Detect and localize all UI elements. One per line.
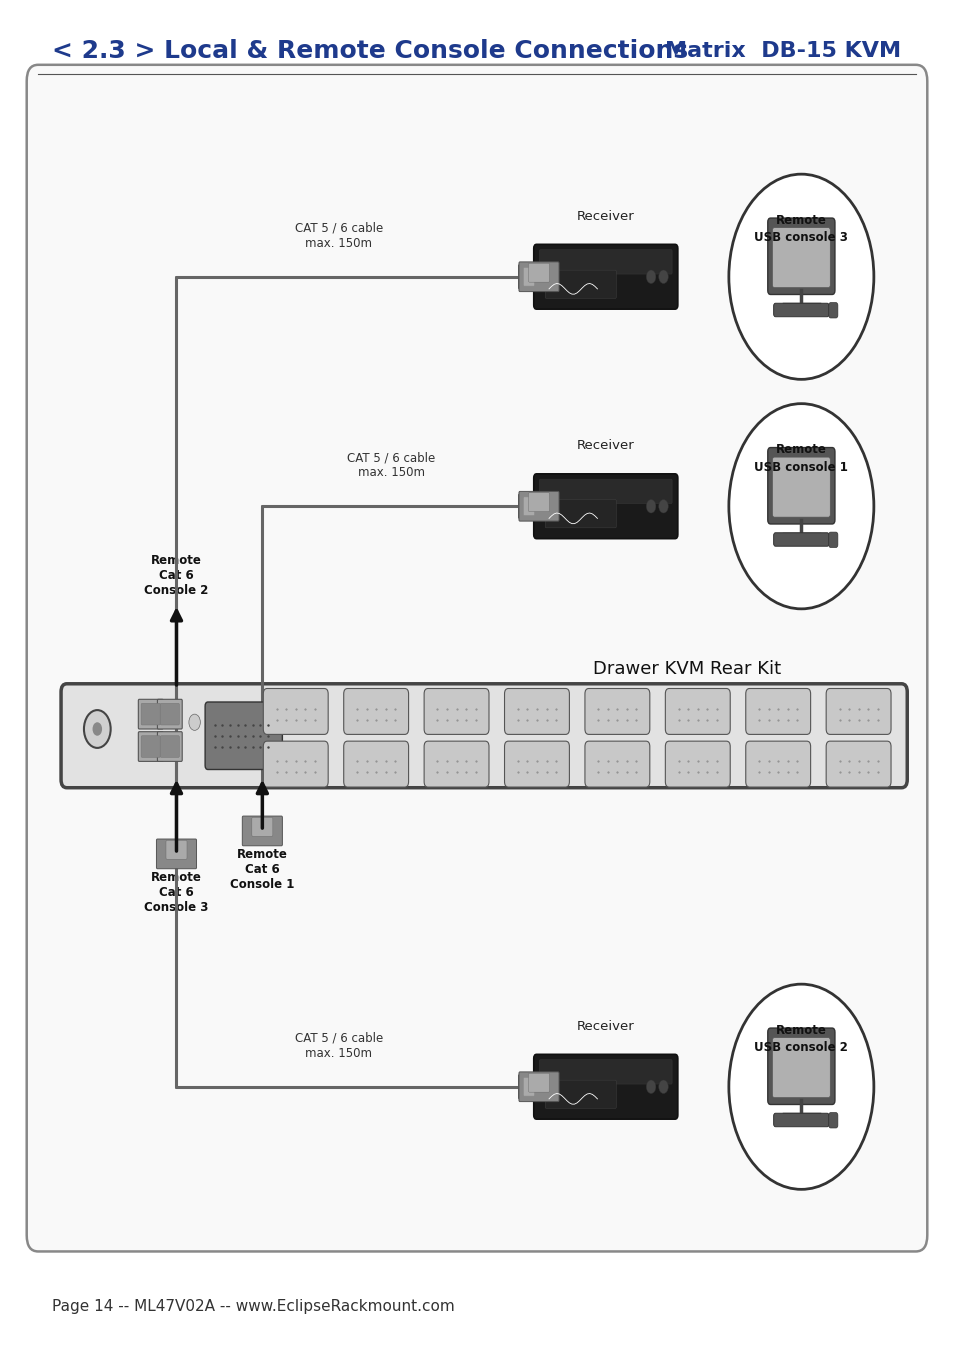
- FancyBboxPatch shape: [828, 532, 837, 548]
- Text: Remote
Cat 6
Console 2: Remote Cat 6 Console 2: [144, 555, 209, 597]
- FancyBboxPatch shape: [263, 741, 328, 787]
- FancyBboxPatch shape: [522, 267, 534, 286]
- FancyBboxPatch shape: [156, 838, 196, 869]
- Text: Remote: Remote: [775, 213, 826, 227]
- FancyBboxPatch shape: [767, 448, 834, 524]
- FancyBboxPatch shape: [518, 265, 537, 289]
- FancyBboxPatch shape: [773, 533, 828, 547]
- Text: USB console 1: USB console 1: [754, 460, 847, 474]
- FancyBboxPatch shape: [534, 1054, 677, 1119]
- Text: Remote
Cat 6
Console 1: Remote Cat 6 Console 1: [230, 849, 294, 891]
- Circle shape: [189, 714, 200, 730]
- FancyBboxPatch shape: [828, 302, 837, 319]
- Circle shape: [92, 722, 102, 736]
- Circle shape: [658, 500, 667, 513]
- FancyBboxPatch shape: [539, 1060, 671, 1084]
- FancyBboxPatch shape: [504, 688, 569, 734]
- Circle shape: [658, 1080, 667, 1094]
- Text: Matrix  DB-15 KVM: Matrix DB-15 KVM: [664, 42, 901, 61]
- Circle shape: [728, 174, 873, 379]
- FancyBboxPatch shape: [424, 688, 489, 734]
- FancyBboxPatch shape: [544, 1080, 616, 1108]
- Text: CAT 5 / 6 cable
max. 150m: CAT 5 / 6 cable max. 150m: [294, 1031, 382, 1060]
- Text: Receiver: Receiver: [577, 209, 634, 223]
- FancyBboxPatch shape: [166, 840, 187, 860]
- Text: USB console 3: USB console 3: [754, 231, 847, 244]
- FancyBboxPatch shape: [825, 688, 890, 734]
- Circle shape: [646, 500, 655, 513]
- FancyBboxPatch shape: [584, 688, 649, 734]
- Text: CAT 5 / 6 cable
max. 150m: CAT 5 / 6 cable max. 150m: [294, 221, 382, 250]
- FancyBboxPatch shape: [664, 688, 729, 734]
- FancyBboxPatch shape: [518, 494, 537, 518]
- Text: Remote
Cat 6
Console 3: Remote Cat 6 Console 3: [144, 872, 209, 914]
- FancyBboxPatch shape: [772, 458, 829, 517]
- FancyBboxPatch shape: [522, 497, 534, 516]
- Circle shape: [84, 710, 111, 748]
- FancyBboxPatch shape: [160, 703, 179, 725]
- FancyBboxPatch shape: [528, 493, 549, 512]
- FancyBboxPatch shape: [825, 741, 890, 787]
- FancyBboxPatch shape: [773, 1114, 828, 1127]
- Text: < 2.3 > Local & Remote Console Connections: < 2.3 > Local & Remote Console Connectio…: [52, 39, 688, 63]
- Text: Remote: Remote: [775, 1023, 826, 1037]
- FancyBboxPatch shape: [518, 1075, 537, 1099]
- FancyBboxPatch shape: [424, 741, 489, 787]
- FancyBboxPatch shape: [138, 732, 163, 761]
- FancyBboxPatch shape: [504, 741, 569, 787]
- FancyBboxPatch shape: [544, 270, 616, 298]
- FancyBboxPatch shape: [518, 1072, 558, 1102]
- FancyBboxPatch shape: [160, 736, 179, 757]
- FancyBboxPatch shape: [664, 741, 729, 787]
- FancyBboxPatch shape: [141, 703, 160, 725]
- FancyBboxPatch shape: [772, 1038, 829, 1098]
- FancyBboxPatch shape: [544, 500, 616, 528]
- Text: CAT 5 / 6 cable
max. 150m: CAT 5 / 6 cable max. 150m: [347, 451, 435, 479]
- FancyBboxPatch shape: [584, 741, 649, 787]
- FancyBboxPatch shape: [522, 1077, 534, 1096]
- Text: Remote: Remote: [775, 443, 826, 456]
- Circle shape: [658, 270, 667, 284]
- FancyBboxPatch shape: [518, 262, 558, 292]
- FancyBboxPatch shape: [252, 817, 273, 837]
- FancyBboxPatch shape: [138, 699, 163, 729]
- FancyBboxPatch shape: [528, 1073, 549, 1092]
- Circle shape: [646, 270, 655, 284]
- FancyBboxPatch shape: [539, 479, 671, 504]
- Circle shape: [728, 404, 873, 609]
- FancyBboxPatch shape: [343, 741, 408, 787]
- FancyBboxPatch shape: [27, 65, 926, 1251]
- FancyBboxPatch shape: [534, 474, 677, 539]
- FancyBboxPatch shape: [767, 219, 834, 294]
- Circle shape: [646, 1080, 655, 1094]
- FancyBboxPatch shape: [539, 250, 671, 274]
- FancyBboxPatch shape: [141, 736, 160, 757]
- FancyBboxPatch shape: [767, 1029, 834, 1104]
- FancyBboxPatch shape: [263, 688, 328, 734]
- FancyBboxPatch shape: [773, 304, 828, 317]
- FancyBboxPatch shape: [157, 699, 182, 729]
- Text: Receiver: Receiver: [577, 1019, 634, 1033]
- FancyBboxPatch shape: [528, 263, 549, 282]
- FancyBboxPatch shape: [772, 228, 829, 288]
- Text: USB console 2: USB console 2: [754, 1041, 847, 1054]
- FancyBboxPatch shape: [534, 244, 677, 309]
- FancyBboxPatch shape: [518, 491, 558, 521]
- FancyBboxPatch shape: [205, 702, 282, 769]
- FancyBboxPatch shape: [828, 1112, 837, 1129]
- FancyBboxPatch shape: [242, 815, 282, 845]
- FancyBboxPatch shape: [157, 732, 182, 761]
- FancyBboxPatch shape: [745, 741, 810, 787]
- Text: Page 14 -- ML47V02A -- www.EclipseRackmount.com: Page 14 -- ML47V02A -- www.EclipseRackmo…: [52, 1299, 455, 1315]
- Text: Drawer KVM Rear Kit: Drawer KVM Rear Kit: [592, 660, 781, 678]
- Circle shape: [728, 984, 873, 1189]
- FancyBboxPatch shape: [61, 683, 906, 788]
- Text: Receiver: Receiver: [577, 439, 634, 452]
- FancyBboxPatch shape: [745, 688, 810, 734]
- FancyBboxPatch shape: [343, 688, 408, 734]
